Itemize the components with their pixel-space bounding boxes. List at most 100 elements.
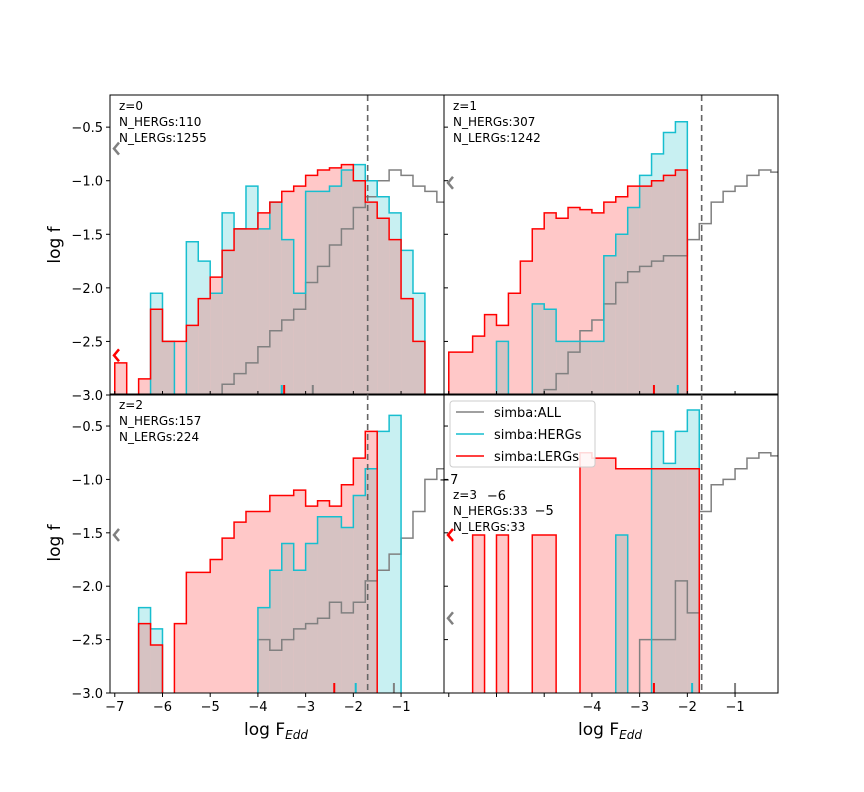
panel-z3: −7 −6 −5 −4 −3 −2 −1 z=3 N_HERGs:33 N_LERGs:33 bbox=[439, 393, 779, 715]
lerg-line-0 bbox=[137, 622, 164, 693]
overlap-bar bbox=[317, 191, 330, 395]
panel-z0: −3.0 −2.5 −2.0 −1.5 −1.0 −0.5 z=0 N_HERGs:110 N_… bbox=[71, 94, 445, 404]
x-tick-label: −5 bbox=[201, 700, 220, 715]
panel-nlergs-label: N_LERGs:224 bbox=[119, 430, 199, 444]
overlap-bar bbox=[269, 202, 282, 395]
overlap-bar bbox=[353, 180, 366, 395]
x-tick-label: −2 bbox=[678, 700, 697, 715]
herg-line-1 bbox=[185, 163, 426, 395]
lerg-line-0 bbox=[448, 169, 689, 395]
overlap-bar bbox=[269, 570, 282, 693]
x-tick-label: −7 bbox=[439, 473, 458, 488]
overlap-bar bbox=[615, 534, 628, 693]
overlap-bar bbox=[293, 570, 306, 693]
overlap-bar bbox=[281, 543, 294, 693]
overlap-bar bbox=[257, 228, 270, 395]
overlap-bar bbox=[663, 175, 676, 395]
overlap-bar bbox=[222, 250, 235, 395]
lerg-line-0 bbox=[114, 163, 426, 395]
x-tick-label: −1 bbox=[725, 700, 744, 715]
x-tick-label: −1 bbox=[391, 700, 410, 715]
y-tick-label: −1.5 bbox=[71, 527, 103, 542]
limit-arrow-1 bbox=[112, 348, 120, 363]
overlap-bar bbox=[568, 341, 580, 395]
y-tick-label: −2.0 bbox=[71, 580, 103, 595]
overlap-bar bbox=[675, 170, 688, 395]
overlap-bar bbox=[365, 202, 378, 395]
y-tick-label: −3.0 bbox=[71, 389, 103, 404]
legend-label-all: simba:ALL bbox=[494, 406, 562, 421]
overlap-bar bbox=[245, 228, 258, 395]
overlap-bar bbox=[401, 298, 413, 395]
panel-redshift-label: z=2 bbox=[119, 398, 143, 412]
overlap-bar bbox=[329, 186, 342, 395]
panel-z2: −3.0 −2.5 −2.0 −1.5 −1.0 −0.5 −7 −6 −5 −4 −3 −2 −1 z=… bbox=[71, 393, 445, 715]
y-tick-label: −1.0 bbox=[71, 473, 103, 488]
y-tick-label: −2.5 bbox=[71, 634, 103, 649]
herg-line-0 bbox=[137, 606, 164, 693]
x-axis-label-right: log FEdd bbox=[578, 720, 642, 742]
x-tick-label: −3 bbox=[630, 700, 649, 715]
overlap-bar bbox=[556, 341, 569, 395]
x-tick-label: −2 bbox=[344, 700, 363, 715]
y-tick-label: −3.0 bbox=[71, 687, 103, 702]
lerg-line-2 bbox=[531, 534, 557, 693]
y-tick-label: −1.5 bbox=[71, 228, 103, 243]
lerg-line-0 bbox=[471, 534, 486, 693]
x-axis-label-sub-right: Edd bbox=[619, 728, 642, 742]
panel-frame bbox=[443, 393, 779, 694]
panel-z1: z=1 N_HERGs:307 N_LERGs:1242 bbox=[443, 94, 779, 396]
herg-line-1 bbox=[650, 409, 701, 693]
panel-nhergs-label: N_HERGs:110 bbox=[119, 115, 201, 129]
overlap-bar bbox=[663, 468, 676, 693]
overlap-bar bbox=[389, 239, 402, 395]
overlap-bar bbox=[627, 207, 640, 395]
x-axis-label-left: log FEdd bbox=[244, 720, 308, 742]
herg-line-0 bbox=[615, 534, 629, 693]
overlap-bar bbox=[305, 543, 318, 693]
overlap-bar bbox=[687, 468, 700, 693]
overlap-bar bbox=[341, 527, 354, 693]
lerg-fill-2 bbox=[532, 534, 557, 693]
panel-frame bbox=[443, 94, 779, 396]
panel-redshift-label: z=3 bbox=[453, 488, 477, 502]
all-line-0 bbox=[638, 451, 778, 693]
panel-plot-area bbox=[112, 95, 444, 395]
panels-group: −3.0 −2.5 −2.0 −1.5 −1.0 −0.5 z=0 N_HERGs:110 N_… bbox=[71, 94, 779, 715]
overlap-bar bbox=[198, 298, 211, 395]
overlap-bar bbox=[603, 255, 616, 395]
panel-plot-area bbox=[112, 394, 444, 693]
overlap-bar bbox=[329, 516, 342, 693]
x-tick-label: −6 bbox=[487, 489, 506, 504]
y-axis-label-bottom: log f bbox=[45, 523, 65, 561]
x-axis-label-sub-left: Edd bbox=[285, 728, 308, 742]
panel-nlergs-label: N_LERGs:1242 bbox=[453, 131, 541, 145]
overlap-bar bbox=[162, 341, 175, 395]
overlap-bar bbox=[138, 623, 151, 693]
overlap-bar bbox=[257, 607, 270, 693]
overlap-bar bbox=[377, 218, 390, 395]
x-tick-label: −5 bbox=[535, 504, 554, 519]
overlap-bar bbox=[496, 341, 509, 395]
limit-arrow-0 bbox=[112, 141, 120, 156]
overlap-bar bbox=[412, 341, 425, 395]
overlap-bar bbox=[186, 325, 199, 395]
lerg-fill-1 bbox=[496, 534, 509, 693]
overlap-bar bbox=[293, 293, 306, 395]
overlap-bar bbox=[281, 239, 294, 395]
y-axis-label-top: log f bbox=[45, 225, 65, 263]
lerg-line-1 bbox=[173, 430, 378, 693]
overlap-bar bbox=[651, 180, 664, 395]
overlap-bar bbox=[317, 516, 330, 693]
overlap-bar bbox=[591, 341, 604, 395]
limit-arrow-0 bbox=[446, 176, 454, 190]
overlap-bar bbox=[353, 495, 366, 693]
y-tick-label: −1.0 bbox=[71, 175, 103, 190]
x-tick-label: −4 bbox=[582, 700, 601, 715]
herg-line-1 bbox=[531, 121, 689, 395]
overlap-bar bbox=[544, 309, 557, 395]
limit-arrow-0 bbox=[446, 528, 454, 542]
y-tick-label: −0.5 bbox=[71, 121, 103, 136]
x-tick-label: −4 bbox=[248, 700, 267, 715]
